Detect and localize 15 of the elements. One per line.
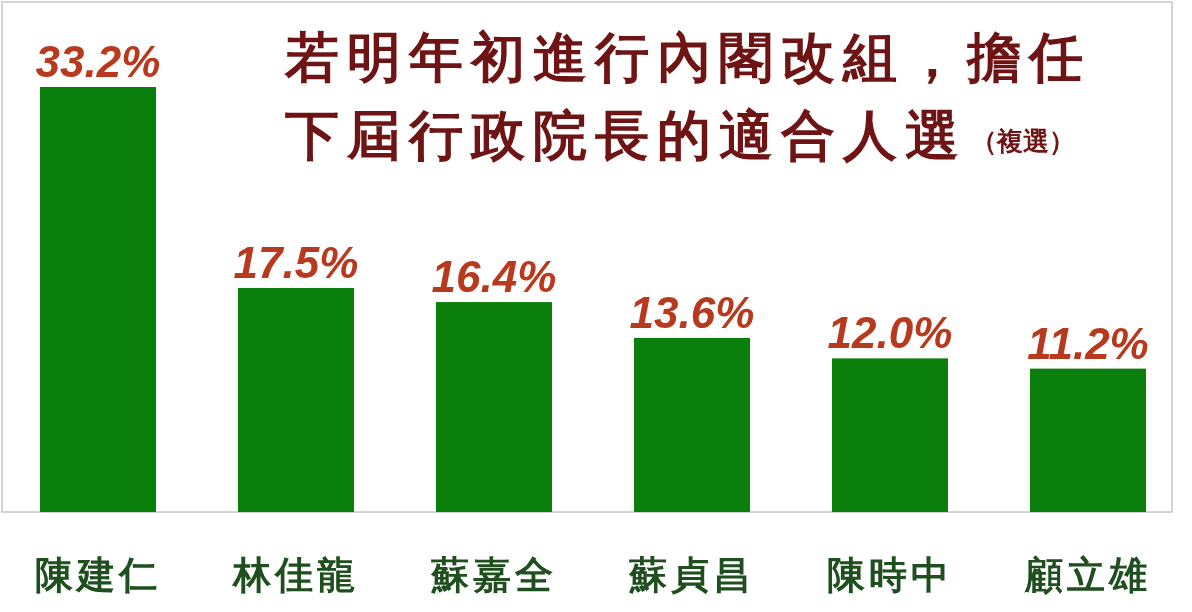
x-tick-label: 陳建仁 xyxy=(35,552,161,597)
data-label: 11.2% xyxy=(1027,318,1149,368)
x-tick-label: 陳時中 xyxy=(827,552,953,597)
data-label: 17.5% xyxy=(233,238,359,287)
x-tick-label: 顧立雄 xyxy=(1025,552,1151,597)
data-label: 13.6% xyxy=(629,287,755,337)
x-tick-label: 蘇嘉全 xyxy=(431,552,557,597)
title-line: 若明年初進行內閣改組，擔任 xyxy=(285,25,1091,89)
x-tick-label: 林佳龍 xyxy=(233,552,359,597)
title-line: 下屆行政院長的適合人選 xyxy=(285,103,967,167)
x-tick-label: 蘇貞昌 xyxy=(629,552,755,597)
data-label: 33.2% xyxy=(35,37,161,86)
data-label: 12.0% xyxy=(827,308,953,358)
data-label: 16.4% xyxy=(431,252,557,302)
subtitle: （複選） xyxy=(971,126,1075,156)
